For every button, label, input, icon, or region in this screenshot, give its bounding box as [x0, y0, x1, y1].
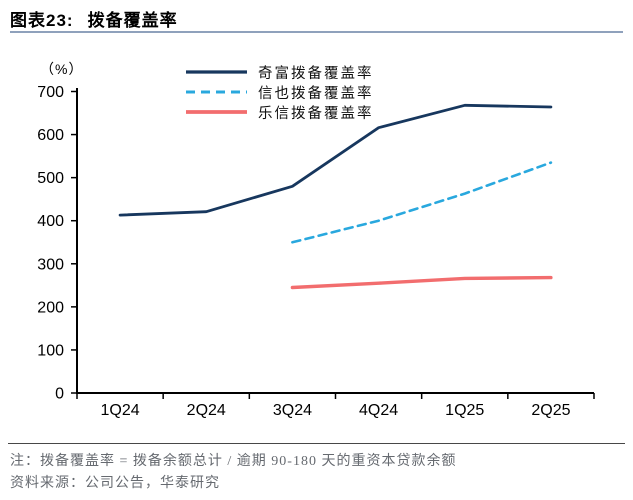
legend-label: 乐信拨备覆盖率 [258, 105, 374, 122]
y-tick-label: 200 [37, 299, 64, 316]
footnote: 注：拨备覆盖率 = 拨备余额总计 / 逾期 90-180 天的重资本贷款余额 [10, 454, 457, 469]
y-tick-label: 100 [37, 342, 64, 359]
legend-label: 奇富拨备覆盖率 [258, 65, 374, 82]
legend-line-sample [186, 70, 247, 74]
x-tick-label: 2Q25 [531, 402, 570, 419]
figure-header: 图表23: 拨备覆盖率 [10, 6, 178, 31]
legend-item: 信也拨备覆盖率 [185, 82, 374, 102]
series-line [291, 161, 553, 244]
x-tick-label: 3Q24 [273, 402, 312, 419]
y-tick-label: 0 [55, 386, 64, 403]
legend-item: 乐信拨备覆盖率 [185, 102, 374, 122]
title-divider [10, 31, 623, 33]
footer-divider [8, 443, 625, 444]
x-tick-label: 1Q24 [101, 402, 140, 419]
x-tick-label: 4Q24 [359, 402, 398, 419]
y-tick-label: 600 [37, 127, 64, 144]
x-tick-label: 1Q25 [445, 402, 484, 419]
y-tick-label: 700 [37, 84, 64, 101]
page-title: 拨备覆盖率 [87, 11, 178, 30]
y-axis-unit-label: （%） [40, 61, 84, 77]
source-note: 资料来源：公司公告，华泰研究 [10, 476, 220, 491]
legend-line-sample [186, 90, 247, 94]
legend-label: 信也拨备覆盖率 [258, 85, 374, 102]
figure-label: 图表23: [10, 11, 74, 30]
series-line [290, 275, 553, 290]
legend-item: 奇富拨备覆盖率 [185, 62, 374, 82]
chart-legend: 奇富拨备覆盖率 信也拨备覆盖率 乐信拨备覆盖率 [185, 62, 374, 122]
y-tick-label: 400 [37, 213, 64, 230]
series-line [118, 103, 553, 217]
y-tick-label: 500 [37, 170, 64, 187]
x-tick-label: 2Q24 [187, 402, 226, 419]
y-tick-label: 300 [37, 256, 64, 273]
legend-line-sample [186, 110, 247, 114]
